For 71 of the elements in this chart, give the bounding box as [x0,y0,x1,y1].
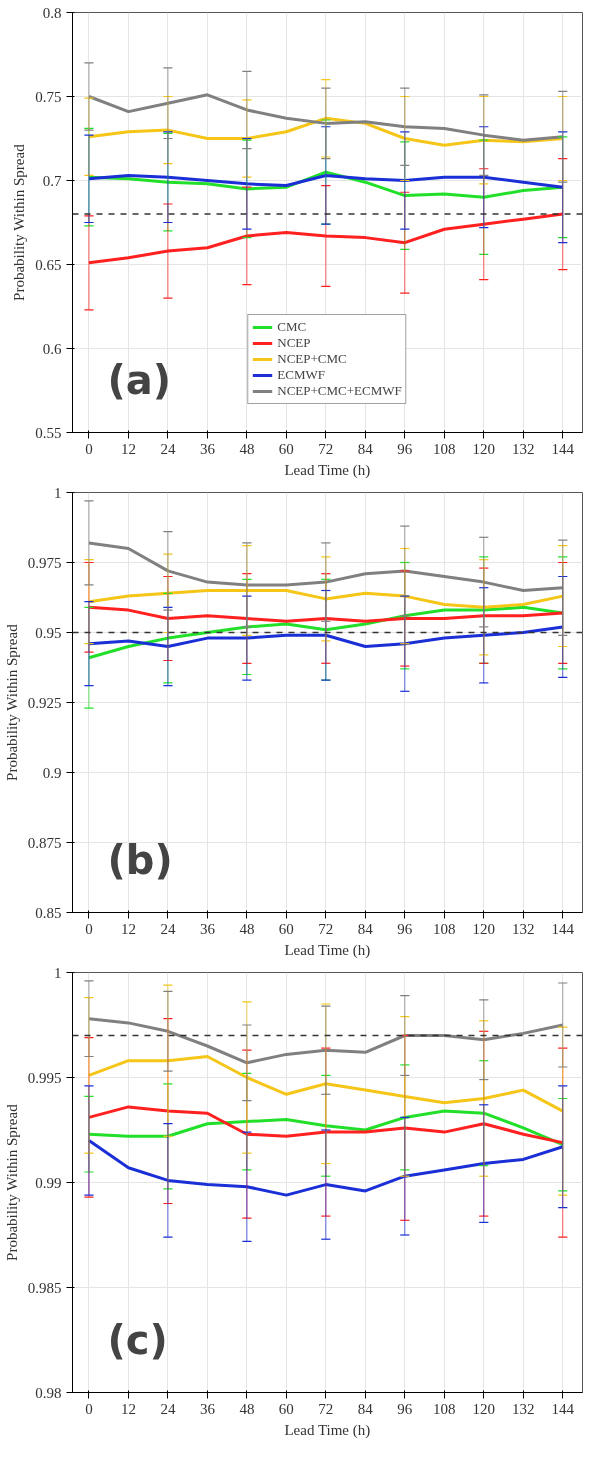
x-tick-label: 96 [397,920,413,937]
x-tick-label: 24 [160,1400,176,1417]
x-tick-label: 144 [551,920,575,937]
x-tick-label: 0 [85,1400,93,1417]
x-tick-label: 24 [160,920,176,937]
y-tick-label: 0.55 [35,424,62,441]
y-tick-label: 0.65 [35,256,62,273]
annotation: (a) [107,356,172,403]
x-tick-label: 120 [472,1400,496,1417]
x-tick-label: 60 [278,1400,294,1417]
y-tick-label: 0.995 [27,1069,62,1086]
y-tick-label: 0.985 [27,1279,62,1296]
x-axis-title: Lead Time (h) [284,941,371,959]
x-tick-label: 72 [318,440,334,457]
y-tick-label: 0.875 [27,834,62,851]
y-tick-label: 1 [54,484,62,501]
y-axis-title: Probability Within Spread [3,1103,20,1261]
x-tick-label: 108 [433,1400,456,1417]
x-tick-label: 144 [551,440,575,457]
y-tick-label: 0.8 [42,4,62,21]
x-tick-label: 0 [85,920,93,937]
x-tick-label: 72 [318,1400,334,1417]
x-tick-label: 12 [120,1400,136,1417]
x-tick-label: 12 [120,920,136,937]
legend-label: CMC [277,319,307,335]
legend-label: NCEP [277,335,311,351]
y-tick-label: 0.975 [27,554,62,571]
x-tick-label: 36 [199,920,216,937]
x-tick-label: 84 [357,440,374,457]
x-tick-label: 120 [472,440,496,457]
legend-label: NCEP+CMC+ECMWF [277,383,402,399]
x-tick-label: 48 [239,440,255,457]
annotation: (c) [107,1316,168,1363]
x-tick-label: 48 [239,1400,255,1417]
x-tick-label: 132 [512,1400,535,1417]
y-axis-title: Probability Within Spread [11,143,28,301]
y-tick-label: 0.925 [27,694,62,711]
y-axis-title: Probability Within Spread [3,623,20,781]
x-tick-label: 36 [199,1400,216,1417]
x-tick-label: 48 [239,920,255,937]
y-tick-label: 0.6 [42,340,62,357]
y-tick-label: 0.99 [35,1174,62,1191]
x-tick-label: 0 [85,440,93,457]
legend-label: NCEP+CMC [277,351,347,367]
y-tick-label: 0.98 [35,1384,62,1401]
x-tick-label: 72 [318,920,334,937]
x-tick-label: 60 [278,920,294,937]
x-axis-title: Lead Time (h) [284,1421,371,1439]
y-tick-label: 1 [54,964,62,981]
y-tick-label: 0.75 [35,88,62,105]
x-tick-label: 36 [199,440,216,457]
x-tick-label: 132 [512,920,535,937]
x-tick-label: 108 [433,920,456,937]
x-tick-label: 24 [160,440,176,457]
x-axis-title: Lead Time (h) [284,461,371,479]
x-tick-label: 12 [120,440,136,457]
y-tick-label: 0.9 [42,764,62,781]
y-tick-label: 0.85 [35,904,62,921]
x-tick-label: 108 [433,440,456,457]
x-tick-label: 96 [397,440,413,457]
x-tick-label: 132 [512,440,535,457]
x-tick-label: 120 [472,920,496,937]
x-tick-label: 84 [357,1400,374,1417]
x-tick-label: 60 [278,440,294,457]
x-tick-label: 84 [357,920,374,937]
y-tick-label: 0.95 [35,624,62,641]
annotation: (b) [107,836,173,883]
x-tick-label: 96 [397,1400,413,1417]
y-tick-label: 0.7 [42,172,62,189]
legend-label: ECMWF [277,367,325,383]
x-tick-label: 144 [551,1400,575,1417]
